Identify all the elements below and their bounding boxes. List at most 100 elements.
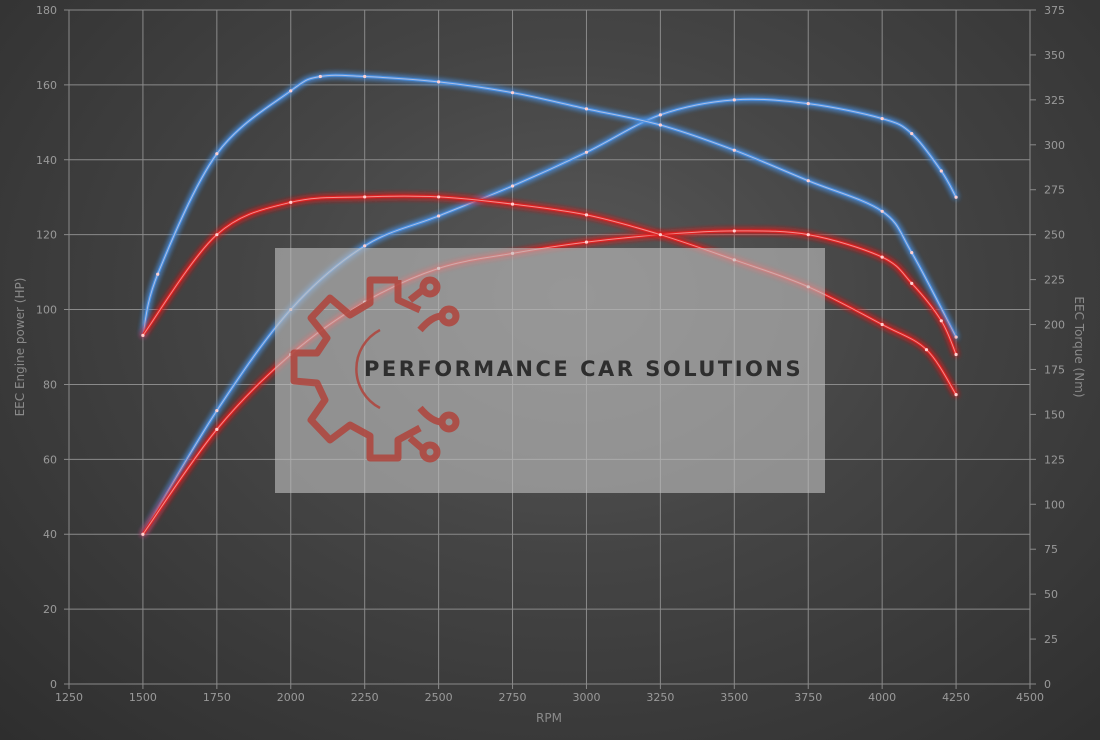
x-axis-label: RPM [536, 711, 562, 725]
data-point [806, 102, 810, 106]
x-tick-label: 4000 [868, 691, 896, 704]
y-right-tick-label: 325 [1044, 94, 1065, 107]
data-point [584, 150, 589, 154]
data-point [318, 74, 322, 79]
data-point [215, 152, 219, 156]
x-tick-label: 4500 [1016, 691, 1044, 704]
y-right-tick-label: 25 [1044, 633, 1058, 646]
y-right-tick-label: 250 [1044, 229, 1065, 242]
data-point [732, 148, 736, 152]
x-tick-label: 1250 [55, 691, 83, 704]
data-point [910, 281, 914, 285]
x-tick-label: 4250 [942, 691, 970, 704]
data-point [658, 113, 662, 117]
data-point [584, 213, 589, 217]
data-point [141, 333, 145, 337]
data-point [954, 393, 958, 397]
y-right-tick-label: 0 [1044, 678, 1051, 691]
data-point [939, 319, 943, 323]
series-power-blue [141, 97, 958, 536]
data-point [732, 98, 736, 102]
data-point [289, 89, 293, 93]
y-left-tick-label: 180 [36, 4, 57, 17]
series-torque-blue [141, 73, 958, 339]
y-left-tick-label: 0 [50, 678, 57, 691]
data-point [510, 184, 515, 188]
data-point [806, 233, 810, 237]
data-point [141, 532, 145, 536]
axis-ticks: 1250 1500 1750 2000 2250 2500 2750 3000 3250 3500… [36, 4, 1065, 704]
data-point [939, 169, 943, 173]
y-left-tick-label: 20 [43, 603, 57, 616]
y-right-tick-label: 75 [1044, 543, 1058, 556]
data-point [880, 255, 884, 259]
y-right-tick-label: 375 [1044, 4, 1065, 17]
x-tick-label: 3250 [646, 691, 674, 704]
y-right-tick-label: 200 [1044, 319, 1065, 332]
data-point [510, 202, 515, 206]
y-right-tick-label: 350 [1044, 49, 1065, 62]
y-right-tick-label: 125 [1044, 453, 1065, 466]
y-left-tick-label: 140 [36, 154, 57, 167]
y-right-tick-label: 275 [1044, 184, 1065, 197]
data-point [363, 74, 367, 79]
data-point [215, 427, 219, 431]
y-left-tick-label: 160 [36, 79, 57, 92]
x-tick-label: 1750 [203, 691, 231, 704]
data-point [880, 116, 884, 121]
data-point [215, 233, 219, 237]
x-tick-label: 2250 [351, 691, 379, 704]
y-right-tick-label: 50 [1044, 588, 1058, 601]
y-right-tick-label: 300 [1044, 139, 1065, 152]
data-point [584, 107, 589, 111]
series-torque-red [141, 194, 958, 397]
data-point [924, 348, 929, 352]
y-left-tick-label: 120 [36, 229, 57, 242]
watermark-text: PERFORMANCE CAR SOLUTIONS [364, 357, 803, 381]
data-point [954, 352, 958, 357]
data-point [880, 322, 884, 327]
data-point [910, 131, 914, 136]
data-point [156, 272, 160, 276]
x-tick-label: 3500 [720, 691, 748, 704]
data-point [584, 240, 589, 244]
data-point [954, 195, 958, 199]
y-left-tick-label: 40 [43, 528, 57, 541]
data-point [806, 179, 810, 183]
series-line-core [142, 195, 957, 395]
data-point [880, 209, 884, 213]
watermark: PERFORMANCE CAR SOLUTIONS [275, 248, 825, 493]
x-tick-label: 3750 [794, 691, 822, 704]
data-point [363, 195, 367, 199]
grid [64, 9, 1031, 689]
data-point [658, 233, 662, 237]
x-tick-label: 2000 [277, 691, 305, 704]
x-tick-label: 1500 [129, 691, 157, 704]
data-point [732, 229, 736, 233]
y-right-tick-label: 175 [1044, 363, 1065, 376]
x-tick-label: 3000 [572, 691, 600, 704]
data-point [363, 244, 367, 248]
data-point [215, 409, 219, 413]
y-right-tick-label: 100 [1044, 498, 1065, 511]
y-right-tick-label: 225 [1044, 274, 1065, 287]
y-axis-right-label: EEC Torque (Nm) [1072, 296, 1086, 397]
data-point [437, 80, 441, 84]
y-left-tick-label: 60 [43, 453, 57, 466]
data-point [910, 251, 914, 255]
y-left-tick-label: 100 [36, 304, 57, 317]
data-point [437, 195, 441, 199]
data-point [437, 214, 441, 218]
gear-logo-icon [290, 276, 460, 463]
series-group [141, 73, 958, 536]
y-right-tick-label: 150 [1044, 408, 1065, 421]
x-tick-label: 2750 [499, 691, 527, 704]
x-tick-label: 2500 [425, 691, 453, 704]
data-point [289, 200, 293, 204]
data-point [510, 91, 515, 95]
y-axis-left-label: EEC Engine power (HP) [13, 278, 27, 417]
data-point [954, 335, 958, 339]
y-left-tick-label: 80 [43, 378, 57, 391]
